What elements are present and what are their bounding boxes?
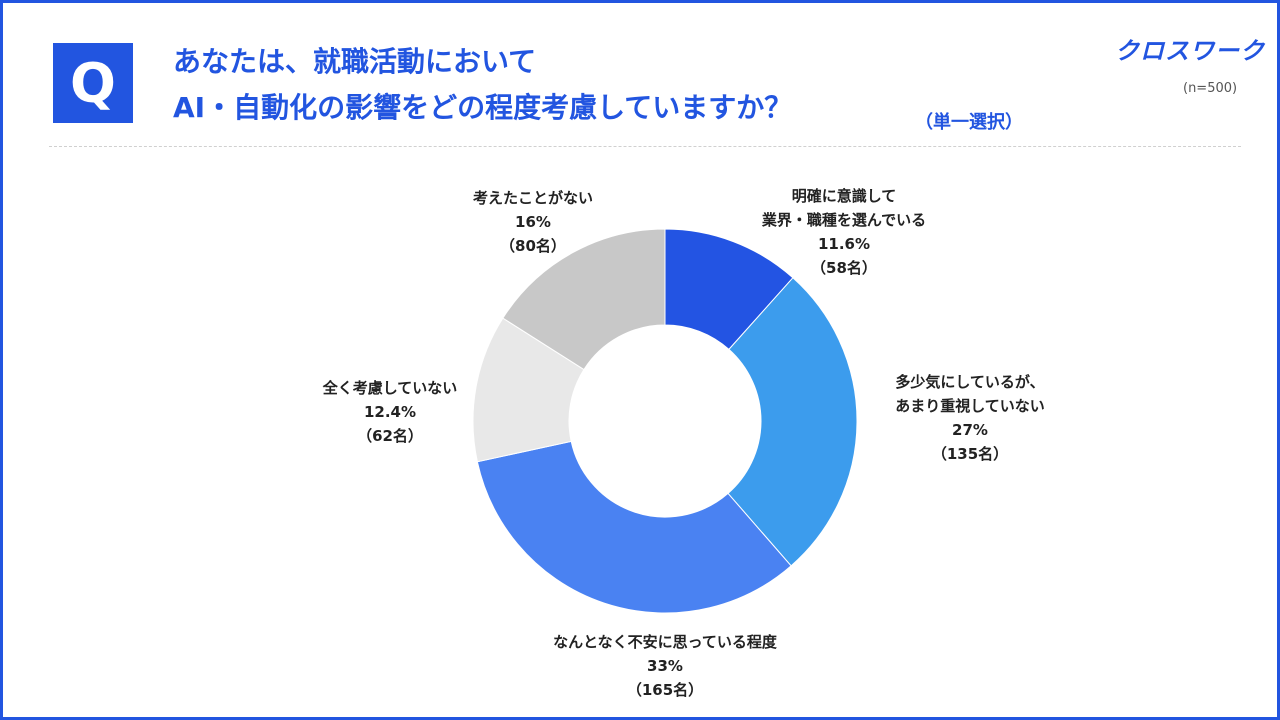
slice-label-2-percent: 27% bbox=[952, 421, 988, 439]
slice-label-5: 考えたことがない 16% （80名） bbox=[473, 186, 593, 258]
slice-label-3-count: （165名） bbox=[626, 681, 704, 699]
slice-label-5-line-1: 考えたことがない bbox=[472, 189, 594, 207]
question-title: あなたは、就職活動において AI・自動化の影響をどの程度考慮していますか？ bbox=[173, 39, 792, 131]
slice-label-4-percent: 12.4% bbox=[363, 403, 417, 421]
divider bbox=[49, 146, 1241, 147]
question-badge: Q bbox=[53, 43, 133, 123]
donut-slice-2 bbox=[727, 277, 858, 567]
donut-slice-3 bbox=[476, 440, 792, 614]
question-title-line-1: あなたは、就職活動において bbox=[173, 45, 537, 78]
slice-label-4-count: （62名） bbox=[357, 427, 423, 445]
slice-label-5-percent: 16% bbox=[515, 213, 551, 231]
slice-label-5-count: （80名） bbox=[500, 237, 566, 255]
slice-label-2: 多少気にしているが、 あまり重視していない 27% （135名） bbox=[895, 370, 1045, 466]
donut-slice-5 bbox=[502, 228, 666, 371]
slice-label-1-line-1: 明確に意識して bbox=[791, 187, 897, 205]
slice-label-4-line-1: 全く考慮していない bbox=[322, 379, 458, 397]
slice-label-3-percent: 33% bbox=[647, 657, 683, 675]
slice-label-1-count: （58名） bbox=[811, 259, 877, 277]
brand-logo: クロスワーク bbox=[1115, 37, 1265, 65]
slice-label-2-line-1: 多少気にしているが、 bbox=[895, 373, 1045, 391]
slice-label-3: なんとなく不安に思っている程度 33% （165名） bbox=[553, 630, 777, 702]
slice-label-4: 全く考慮していない 12.4% （62名） bbox=[323, 376, 458, 448]
question-title-line-2: AI・自動化の影響をどの程度考慮していますか？ bbox=[173, 91, 793, 124]
slice-label-1-line-2: 業界・職種を選んでいる bbox=[761, 211, 927, 229]
slice-label-1: 明確に意識して 業界・職種を選んでいる 11.6% （58名） bbox=[762, 184, 926, 280]
slice-label-3-line-1: なんとなく不安に思っている程度 bbox=[553, 633, 777, 651]
selection-type: （単一選択） bbox=[915, 112, 1023, 133]
slice-label-1-percent: 11.6% bbox=[817, 235, 871, 253]
slice-label-2-count: （135名） bbox=[931, 445, 1009, 463]
sample-size: (n=500) bbox=[1183, 81, 1238, 96]
slice-label-2-line-2: あまり重視していない bbox=[895, 397, 1045, 415]
